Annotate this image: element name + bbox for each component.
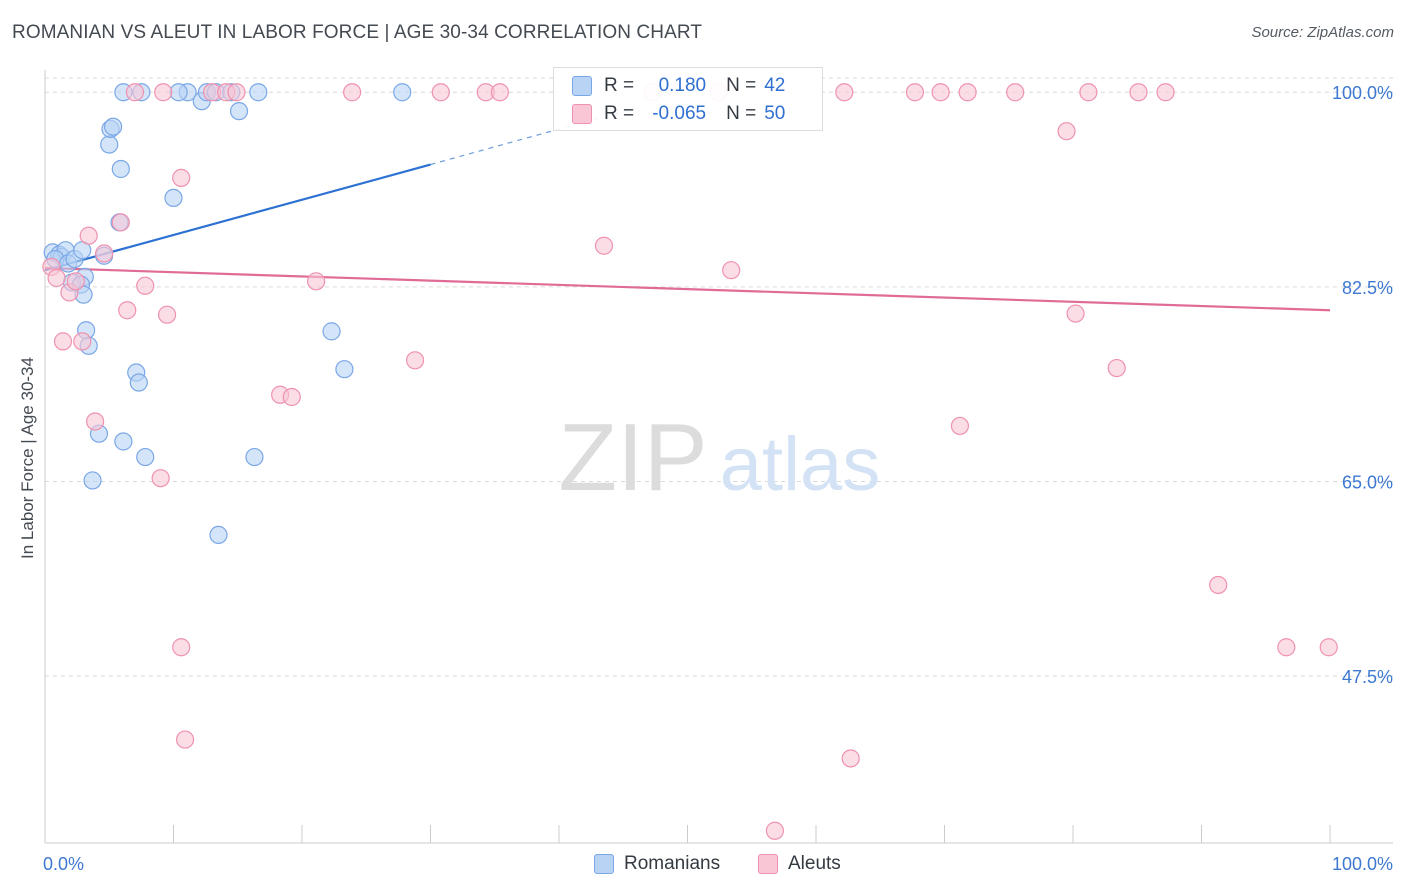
n-label: N =: [726, 75, 757, 96]
aleut-point: [1277, 638, 1296, 657]
source-label: Source: ZipAtlas.com: [1251, 24, 1394, 41]
aleut-point: [307, 272, 326, 291]
r-value: 0.180: [658, 75, 707, 96]
aleut-point: [53, 332, 73, 351]
legend-item-romanians[interactable]: Romanians: [594, 853, 720, 875]
points-layer: [42, 83, 1338, 840]
aleut-point: [841, 749, 860, 768]
aleut-point: [958, 83, 977, 102]
legend-label-aleuts: Aleuts: [788, 853, 841, 874]
aleut-point: [125, 83, 145, 102]
x-tick-label: 100.0%: [1332, 854, 1393, 874]
aleut-point: [1319, 638, 1338, 657]
romanian-point: [111, 159, 130, 179]
watermark: ZIP atlas: [558, 404, 880, 511]
aleut-point: [1209, 575, 1228, 595]
y-tick-label: 100.0%: [1332, 83, 1393, 103]
aleut-point: [722, 261, 741, 280]
axis-layer: [44, 70, 1393, 844]
romanian-point: [229, 102, 249, 121]
watermark-atlas: atlas: [720, 422, 881, 507]
aleut-point: [73, 332, 92, 351]
x-tick-label: 0.0%: [43, 854, 84, 874]
watermark-zip: ZIP: [558, 404, 707, 511]
y-tick-label: 82.5%: [1342, 278, 1393, 298]
aleut-point: [405, 351, 425, 370]
aleuts-swatch: [758, 854, 778, 874]
n-value: 42: [764, 75, 786, 96]
aleut-point: [47, 268, 66, 288]
aleut-point: [1006, 83, 1025, 102]
r-value: -0.065: [652, 103, 707, 124]
aleut-point: [172, 638, 191, 657]
aleut-point: [111, 213, 130, 232]
aleut-point: [835, 83, 854, 102]
grid-layer: [45, 77, 1393, 677]
aleuts-swatch: [572, 104, 592, 124]
romanian-point: [164, 188, 183, 208]
aleut-point: [1156, 83, 1175, 102]
aleut-point: [86, 412, 105, 431]
aleut-point: [282, 387, 301, 407]
stat-legend: R = 0.180 N = 42 R = -0.065 N = 50: [553, 67, 823, 131]
romanians-swatch: [572, 76, 592, 96]
stat-row-aleuts: R = -0.065 N = 50: [572, 101, 785, 127]
tick-label-layer: 47.5% 65.0% 82.5% 100.0% 0.0% 100.0%: [43, 83, 1393, 874]
stat-row-romanians: R = 0.180 N = 42: [572, 73, 785, 99]
aleut-trend-line: [44, 266, 1331, 312]
aleut-point: [1066, 304, 1085, 323]
aleut-point: [1079, 83, 1098, 102]
romanian-point: [129, 373, 148, 392]
legend-item-aleuts[interactable]: Aleuts: [758, 853, 841, 875]
bottom-legend: Romanians Aleuts: [0, 850, 1406, 880]
aleut-point: [490, 83, 509, 102]
aleut-point: [1107, 358, 1126, 378]
romanian-point: [245, 447, 264, 467]
romanians-swatch: [594, 854, 614, 874]
aleut-point: [950, 416, 970, 436]
aleut-point: [594, 236, 614, 255]
aleut-point: [765, 821, 784, 840]
trend-layer: [44, 107, 1331, 312]
aleut-point: [1129, 83, 1148, 102]
y-tick-label: 65.0%: [1342, 473, 1393, 493]
aleut-point: [136, 276, 155, 295]
romanian-point: [104, 117, 123, 136]
aleut-point: [151, 469, 170, 488]
aleut-point: [118, 301, 137, 320]
romanian-point: [169, 83, 188, 102]
r-label: R =: [604, 75, 635, 96]
romanian-point: [322, 322, 341, 341]
romanian-point: [335, 360, 354, 379]
aleut-point: [95, 244, 114, 263]
aleut-point: [157, 305, 177, 324]
n-value: 50: [764, 103, 786, 124]
aleut-point: [1057, 122, 1076, 141]
aleut-point: [431, 83, 450, 102]
y-tick-label: 47.5%: [1342, 667, 1393, 687]
aleut-point: [343, 83, 362, 102]
aleut-point: [931, 83, 950, 102]
aleut-point: [905, 83, 925, 102]
aleut-point: [154, 83, 173, 102]
aleut-point: [175, 730, 195, 749]
romanian-point: [136, 447, 155, 467]
romanian-point: [393, 83, 412, 102]
romanian-point: [114, 432, 133, 451]
aleut-point: [66, 272, 85, 291]
r-label: R =: [604, 103, 635, 124]
n-label: N =: [726, 103, 757, 124]
aleut-point: [79, 226, 98, 245]
legend-label-romanians: Romanians: [624, 853, 721, 874]
romanian-point: [100, 135, 119, 154]
romanian-point: [209, 525, 228, 545]
aleut-point: [172, 168, 191, 187]
romanian-point: [83, 471, 102, 490]
chart-title: ROMANIAN VS ALEUT IN LABOR FORCE | AGE 3…: [12, 22, 703, 43]
aleut-point: [227, 83, 246, 102]
romanian-point: [249, 83, 268, 102]
